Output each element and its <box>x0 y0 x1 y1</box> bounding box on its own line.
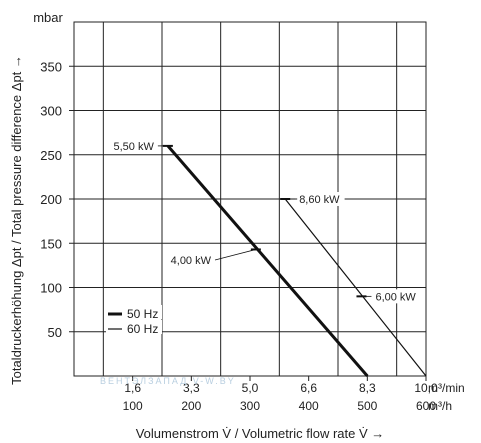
watermark: ВЕНТЭЛЗАПАД V-W.BY <box>100 376 236 386</box>
x-tick-label-m3h: 600 <box>416 399 436 413</box>
x-tick-label-m3min: 8,3 <box>359 381 376 395</box>
series-line-60-hz <box>284 198 427 377</box>
y-tick-label: 50 <box>48 325 62 340</box>
x-tick-label-m3min: 6,6 <box>300 381 317 395</box>
y-tick-label: 250 <box>40 148 62 163</box>
y-tick-label: 300 <box>40 104 62 119</box>
legend-label: 50 Hz <box>127 307 158 321</box>
marker-label-bg <box>297 192 345 206</box>
x-tick-label-m3h: 200 <box>181 399 201 413</box>
y-tick-label: 200 <box>40 192 62 207</box>
marker-connector <box>214 249 256 261</box>
marker-label: 4,00 kW <box>171 255 212 267</box>
grid <box>69 22 427 381</box>
y-tick-labels: 50 100 150 200 250 300 350 <box>40 59 62 340</box>
x-tick-label-m3min: 1,6 <box>124 381 141 395</box>
series-lines: 5,50 kW 4,00 kW 8,60 kW 6,00 kW <box>108 138 427 377</box>
x-tick-label-m3min: 10,0 <box>414 381 438 395</box>
marker-label-bg <box>108 138 156 153</box>
x-tick-label-m3h: 300 <box>240 399 260 413</box>
x-unit-m3min: m³/min <box>428 381 465 395</box>
x-unit-m3h: m³/h <box>428 399 452 413</box>
series-line-50-hz <box>166 144 369 377</box>
y-unit-label: mbar <box>33 10 63 25</box>
marker-label-bg <box>373 289 421 304</box>
y-axis-title: Totaldruckerhöhung Δpt / Total pressure … <box>9 55 24 385</box>
x-tick-labels: 1,6 100 3,3 200 5,0 300 6,6 400 8,3 500 10,0 600 <box>123 381 438 413</box>
x-tick-label-m3min: 5,0 <box>242 381 259 395</box>
plot-frame <box>73 21 427 377</box>
marker-label: 5,50 kW <box>114 141 155 153</box>
legend-item-bg <box>106 320 162 334</box>
legend-label: 60 Hz <box>127 322 158 336</box>
x-axis-title: Volumenstrom V̇ / Volumetric flow rate V… <box>136 426 385 441</box>
marker-label: 8,60 kW <box>299 194 340 206</box>
marker-label: 6,00 kW <box>375 291 416 303</box>
x-tick-label-m3h: 100 <box>123 399 143 413</box>
y-tick-label: 100 <box>40 281 62 296</box>
x-tick-label-m3h: 400 <box>299 399 319 413</box>
x-tick-label-m3h: 500 <box>357 399 377 413</box>
marker-label-bg <box>165 253 213 267</box>
x-tick-label-m3min: 3,3 <box>183 381 200 395</box>
y-tick-label: 150 <box>40 236 62 251</box>
y-tick-label: 350 <box>40 59 62 74</box>
